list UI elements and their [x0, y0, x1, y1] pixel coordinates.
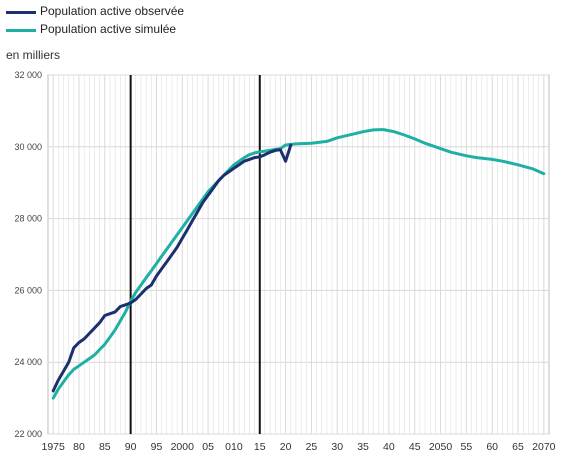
x-tick-label: 2000 — [171, 441, 195, 453]
y-tick-label: 24 000 — [14, 357, 42, 367]
y-axis-unit-label: en milliers — [6, 48, 61, 62]
x-tick-label: 2070 — [532, 441, 556, 453]
series-line-simulated — [51, 128, 546, 400]
x-tick-label: 65 — [512, 441, 524, 453]
legend-observed-label: Population active observée — [40, 4, 185, 18]
y-tick-label: 26 000 — [14, 285, 42, 295]
x-tick-label: 25 — [306, 441, 318, 453]
y-tick-label: 28 000 — [14, 214, 42, 224]
legend-simulated-label: Population active simulée — [40, 22, 177, 36]
x-tick-label: 20 — [280, 441, 292, 453]
series-line-observed — [51, 143, 293, 393]
x-tick-label: 15 — [254, 441, 266, 453]
x-tick-label: 45 — [409, 441, 421, 453]
vertical-markers — [129, 75, 261, 434]
legend-simulated-swatch — [6, 29, 36, 32]
x-tick-label: 2050 — [429, 441, 453, 453]
y-axis-ticks: 22 000 24 000 26 000 28 000 30 000 32 000 — [14, 70, 42, 439]
x-tick-label: 80 — [73, 441, 85, 453]
y-tick-label: 22 000 — [14, 429, 42, 439]
x-tick-label: 60 — [486, 441, 498, 453]
x-tick-label: 85 — [99, 441, 111, 453]
x-tick-label: 90 — [125, 441, 137, 453]
x-tick-label: 40 — [383, 441, 395, 453]
plot-frame — [47, 74, 550, 435]
legend-observed-swatch — [6, 11, 36, 14]
x-tick-label: 05 — [202, 441, 214, 453]
x-tick-label: 55 — [461, 441, 473, 453]
x-tick-label: 35 — [357, 441, 369, 453]
y-tick-label: 32 000 — [14, 70, 42, 80]
x-tick-label: 1975 — [41, 441, 65, 453]
x-axis-ticks: 1975 80 85 90 95 2000 05 010 15 20 25 30 35 40 45 2050 5… — [41, 441, 555, 453]
y-tick-label: 30 000 — [14, 142, 42, 152]
x-tick-label: 010 — [225, 441, 243, 453]
series-lines — [51, 128, 546, 400]
x-tick-label: 30 — [331, 441, 343, 453]
grid — [47, 74, 550, 435]
x-tick-label: 95 — [151, 441, 163, 453]
